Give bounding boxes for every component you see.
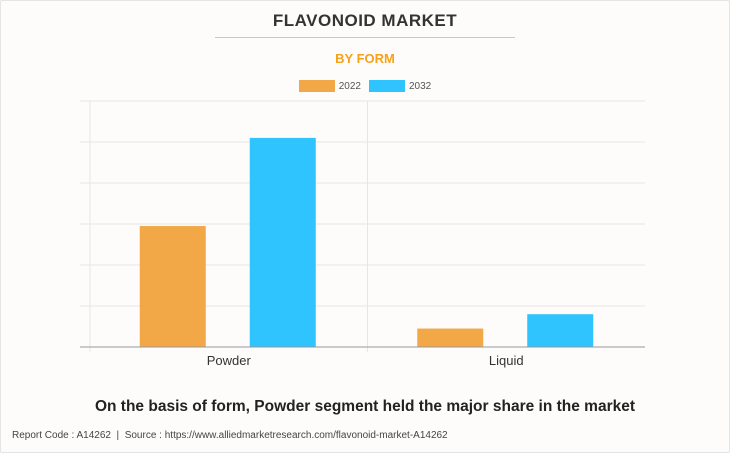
bar-powder-2032 [249, 137, 316, 347]
source-link[interactable]: Source : https://www.alliedmarketresearc… [124, 430, 448, 441]
chart-subtitle: BY FORM [335, 51, 395, 66]
chart-title: FLAVONOID MARKET [272, 11, 458, 30]
legend-item-2032[interactable]: 2032 [369, 80, 431, 92]
legend-item-2022[interactable]: 2022 [298, 80, 361, 92]
bar-chart: Powder Liquid [80, 100, 645, 368]
legend-label-2032: 2032 [409, 80, 432, 92]
x-tick-label: Liquid [489, 353, 524, 368]
bar-liquid-2022 [417, 328, 484, 347]
bar-liquid-2032 [527, 314, 594, 347]
chart-caption: On the basis of form, Powder segment hel… [94, 398, 636, 415]
footer-separator: | [116, 430, 120, 441]
legend-swatch-2032 [369, 80, 405, 92]
report-code: Report Code : A14262 [12, 430, 111, 441]
title-divider [215, 37, 515, 38]
chart-legend: 2022 2032 [0, 80, 730, 92]
bar-powder-2022 [139, 226, 206, 347]
footer: Report Code : A14262 | Source : https://… [12, 430, 448, 441]
x-tick-label: Powder [207, 353, 252, 368]
legend-label-2022: 2022 [338, 80, 361, 92]
legend-swatch-2022 [298, 80, 335, 92]
